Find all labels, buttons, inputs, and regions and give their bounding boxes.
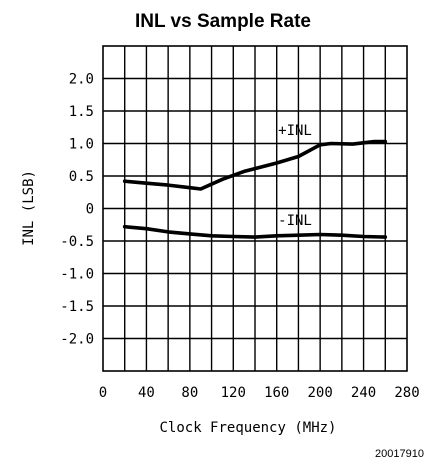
x-tick-label: 160 (264, 385, 289, 401)
figure-code: 20017910 (375, 448, 424, 460)
chart-title: INL vs Sample Rate (135, 11, 311, 32)
x-tick-label: 40 (138, 385, 155, 401)
y-tick-label: -1.0 (60, 267, 94, 283)
series-label-minus-inl: -INL (278, 213, 312, 229)
series-label-plus-inl: +INL (278, 123, 312, 139)
series-plus-inl-line (122, 139, 388, 191)
y-tick-label: 2.0 (69, 72, 94, 88)
y-tick-label: 1.5 (69, 104, 94, 120)
y-axis-label: INL (LSB) (21, 170, 37, 246)
x-tick-label: 280 (394, 385, 419, 401)
y-tick-label: -1.5 (60, 299, 94, 315)
series-minus-inl-line (122, 224, 388, 239)
y-tick-label: -2.0 (60, 332, 94, 348)
y-tick-label: 1.0 (69, 137, 94, 153)
x-axis-label: Clock Frequency (MHz) (159, 420, 336, 436)
x-tick-label: 80 (181, 385, 198, 401)
y-tick-label: 0.5 (69, 169, 94, 185)
tick-labels: 0 40 80 120 160 200 240 280 2.0 1.5 1.0 0.5 0 -0.5 -1.… (60, 72, 419, 402)
grid (102, 45, 408, 372)
x-tick-label: 120 (221, 385, 246, 401)
x-tick-label: 240 (351, 385, 376, 401)
x-tick-label: 200 (307, 385, 332, 401)
series-lines (122, 139, 388, 239)
x-tick-label: 0 (99, 385, 107, 401)
plot-frame (102, 45, 408, 372)
y-tick-label: 0 (86, 202, 94, 218)
y-tick-label: -0.5 (60, 234, 94, 250)
